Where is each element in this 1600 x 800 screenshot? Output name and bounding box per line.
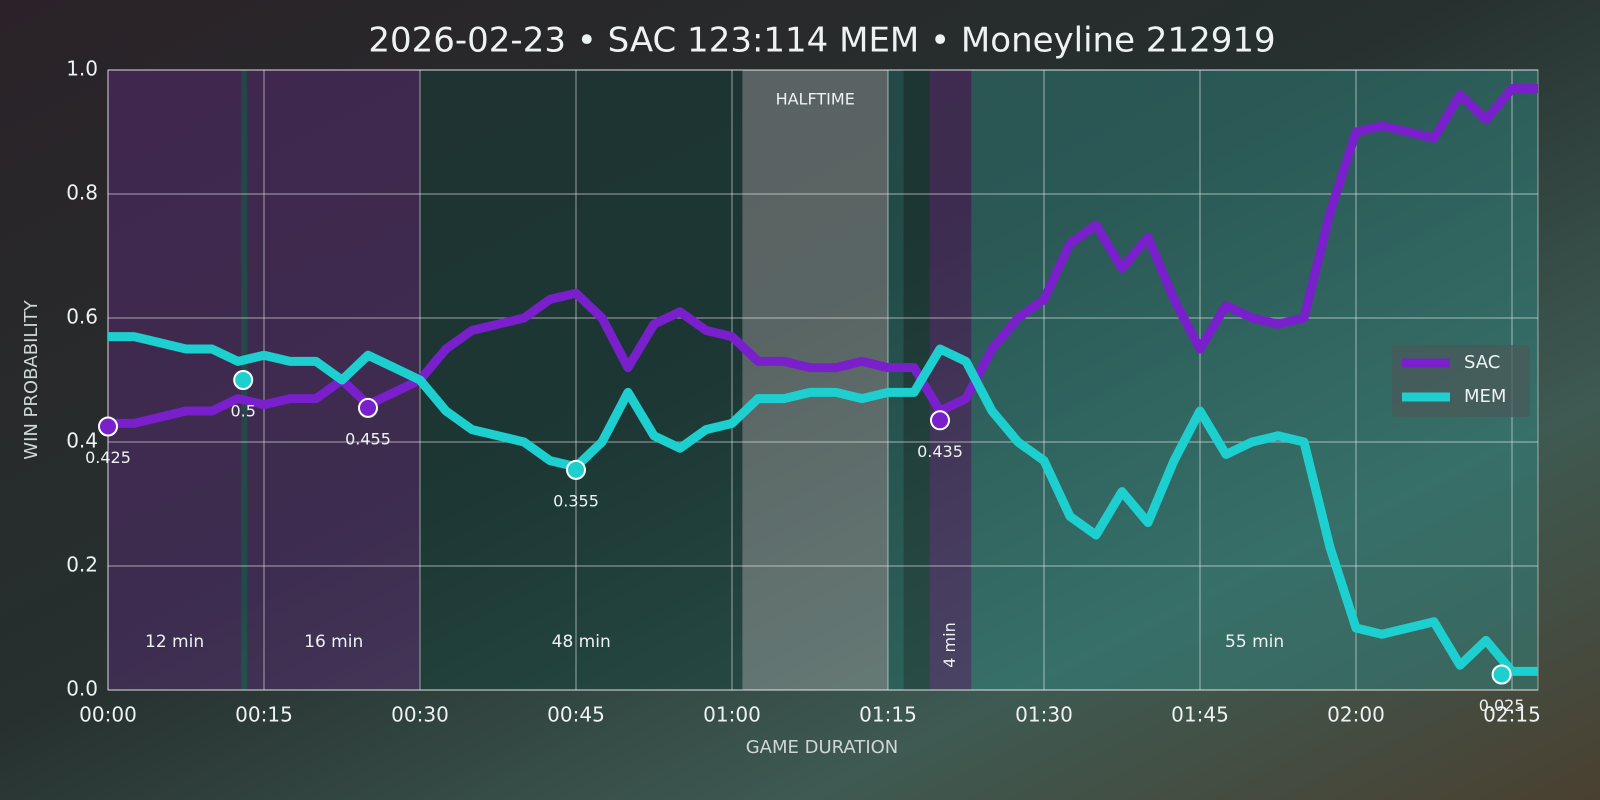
x-axis-label: GAME DURATION — [746, 737, 899, 758]
series-line — [108, 332, 1538, 676]
x-tick-label: 01:00 — [703, 703, 761, 727]
region-label: HALFTIME — [776, 90, 855, 109]
annotation-marker — [930, 410, 950, 431]
period-region — [742, 70, 888, 690]
y-tick-label: 0.2 — [66, 553, 98, 577]
legend: SAC MEM — [1392, 345, 1530, 417]
annotation-marker — [358, 397, 378, 418]
period-region — [888, 70, 904, 690]
grid — [107, 69, 1539, 691]
region-label: 55 min — [1225, 632, 1284, 652]
regions — [108, 70, 1538, 690]
series-line — [108, 84, 1538, 428]
region-label: 12 min — [145, 632, 204, 652]
region-label: 48 min — [552, 632, 611, 652]
region-label: 16 min — [304, 632, 363, 652]
x-tick-label: 00:15 — [235, 703, 293, 727]
period-region — [247, 70, 420, 690]
annotation-label: 0.455 — [345, 429, 391, 448]
y-tick-label: 0.4 — [66, 429, 98, 453]
labels: 12 min 16 min 48 min HALFTIME 4 min 55 min 0.0… — [66, 57, 1541, 727]
y-tick-label: 1.0 — [66, 57, 98, 81]
annotation-label: 0.5 — [230, 402, 255, 421]
x-tick-label: 00:45 — [547, 703, 605, 727]
period-region — [420, 70, 743, 690]
period-region — [929, 70, 972, 690]
period-region — [108, 70, 242, 690]
y-tick-label: 0.8 — [66, 181, 98, 205]
x-tick-label: 02:00 — [1327, 703, 1385, 727]
x-tick-label: 00:00 — [79, 703, 137, 727]
annotation-label: 0.435 — [917, 442, 963, 461]
legend-label: MEM — [1464, 386, 1506, 407]
annotation-marker — [98, 416, 118, 437]
region-label: 4 min — [940, 622, 959, 667]
x-tick-label: 01:45 — [1171, 703, 1229, 727]
annotation-label: 0.025 — [1479, 696, 1525, 715]
annotation-marker — [233, 370, 254, 390]
annotation-label: 0.425 — [85, 448, 131, 467]
x-tick-label: 02:15 — [1483, 703, 1541, 727]
y-axis-label: WIN PROBABILITY — [21, 299, 42, 459]
y-tick-label: 0.0 — [66, 677, 98, 701]
chart-title: 2026-02-23 • SAC 123:114 MEM • Moneyline… — [368, 21, 1275, 61]
plot-frame — [107, 69, 1539, 691]
y-tick-label: 0.6 — [66, 305, 98, 329]
annotation-marker — [1491, 664, 1512, 685]
x-tick-label: 00:30 — [391, 703, 449, 727]
annotation-label: 0.355 — [553, 491, 599, 510]
annotation-marker — [566, 459, 586, 480]
x-tick-label: 01:15 — [859, 703, 917, 727]
legend-box — [1392, 345, 1530, 417]
x-tick-label: 01:30 — [1015, 703, 1073, 727]
legend-label: SAC — [1464, 352, 1500, 373]
lines — [98, 84, 1538, 685]
